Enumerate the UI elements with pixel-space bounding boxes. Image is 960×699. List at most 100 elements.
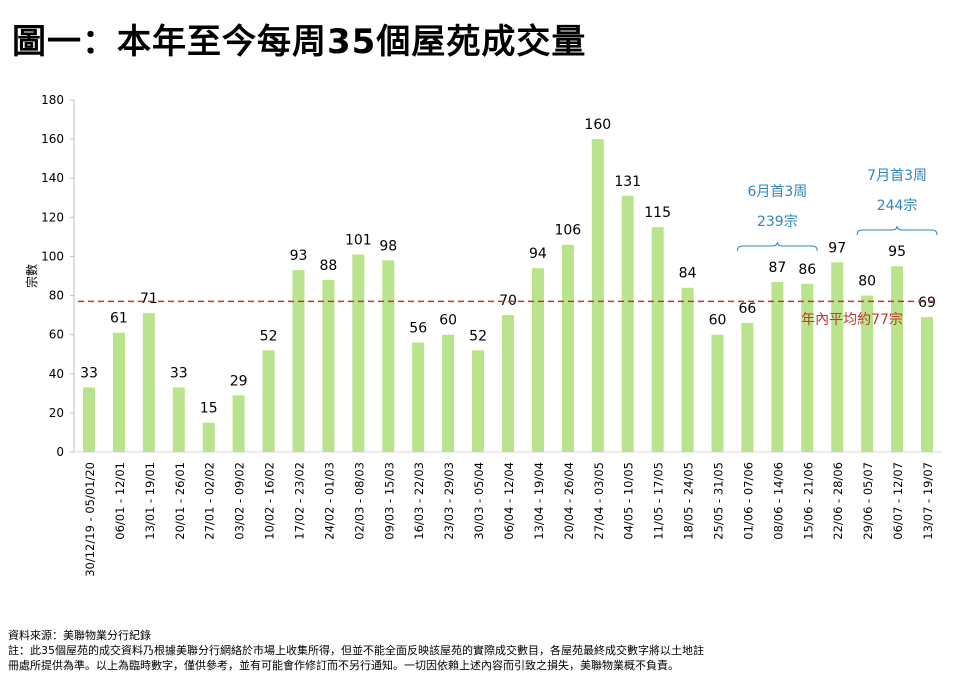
data-label: 52 [469, 328, 487, 344]
x-tick-label: 15/06 - 21/06 [801, 462, 815, 540]
average-label: 年內平均約77宗 [801, 312, 903, 328]
data-label: 52 [260, 328, 278, 344]
y-tick-label: 40 [49, 367, 64, 381]
bar [831, 262, 844, 452]
bar [741, 322, 754, 452]
bar [202, 422, 215, 452]
data-label: 160 [584, 117, 611, 133]
bar [531, 268, 544, 452]
data-label: 88 [320, 258, 338, 274]
bar [621, 195, 634, 453]
x-tick-label: 06/04 - 12/04 [502, 462, 516, 540]
bar [382, 260, 395, 452]
annotation-brace [856, 225, 938, 236]
data-label: 97 [828, 240, 846, 256]
bar [442, 334, 455, 452]
data-label: 101 [345, 232, 372, 248]
data-label: 33 [80, 365, 98, 381]
bar [711, 334, 724, 452]
x-tick-label: 06/07 - 12/07 [891, 462, 905, 540]
x-tick-label: 03/02 - 09/02 [233, 462, 247, 540]
data-label: 15 [200, 401, 218, 417]
bar [172, 387, 185, 452]
data-label: 61 [110, 311, 128, 327]
y-tick-label: 60 [49, 328, 64, 342]
source-note: 資料來源：美聯物業分行紀錄 [8, 629, 151, 642]
y-tick-label: 180 [41, 93, 64, 107]
disclaimer-line-1: 註：此35個屋苑的成交資料乃根據美聯分行網絡於市場上收集所得，但並不能全面反映該… [8, 644, 704, 657]
x-tick-label: 30/12/19 - 05/01/20 [83, 462, 97, 577]
x-tick-label: 09/03 - 15/03 [382, 462, 396, 540]
x-tick-label: 30/03 - 05/04 [472, 462, 486, 540]
bar [262, 350, 275, 452]
bar [83, 387, 95, 452]
data-label: 131 [614, 174, 641, 190]
footnotes: 資料來源：美聯物業分行紀錄 註：此35個屋苑的成交資料乃根據美聯分行網絡於市場上… [8, 628, 948, 673]
bar [142, 313, 155, 452]
bar [681, 287, 694, 452]
x-tick-label: 13/04 - 19/04 [532, 462, 546, 540]
data-label: 71 [140, 291, 158, 307]
data-label: 60 [709, 313, 727, 329]
data-label: 33 [170, 365, 188, 381]
data-label: 29 [230, 373, 248, 389]
annotation-brace [736, 241, 818, 252]
x-tick-label: 16/03 - 22/03 [412, 462, 426, 540]
bar [502, 315, 514, 452]
bar [232, 395, 245, 452]
bar [412, 342, 425, 452]
chart-title: 圖一：本年至今每周35個屋苑成交量 [12, 22, 587, 62]
data-label: 69 [918, 295, 936, 311]
x-tick-label: 13/07 - 19/07 [921, 462, 935, 540]
y-tick-label: 100 [41, 249, 64, 263]
bar [352, 254, 365, 452]
data-label: 94 [529, 246, 547, 262]
x-tick-label: 25/05 - 31/05 [712, 462, 726, 540]
x-tick-label: 22/06 - 28/06 [831, 462, 845, 540]
x-tick-label: 04/05 - 10/05 [622, 462, 636, 540]
data-label: 115 [644, 205, 671, 221]
data-label: 98 [379, 238, 397, 254]
x-tick-label: 23/03 - 29/03 [442, 462, 456, 540]
annotation-label-period: 6月首3周 [747, 184, 807, 200]
disclaimer-line-2: 冊處所提供為準。以上為臨時數字，僅供參考，並有可能會作修訂而不另行通知。一切因依… [8, 659, 679, 672]
x-tick-label: 18/05 - 24/05 [682, 462, 696, 540]
x-tick-label: 06/01 - 12/01 [113, 462, 127, 540]
data-label: 93 [290, 248, 308, 264]
y-tick-label: 140 [41, 171, 64, 185]
x-tick-label: 24/02 - 01/03 [322, 462, 336, 540]
x-tick-label: 02/03 - 08/03 [352, 462, 366, 540]
bar [921, 317, 933, 452]
y-tick-label: 80 [49, 289, 64, 303]
bar [651, 227, 664, 452]
bar [891, 266, 904, 452]
bar [591, 139, 604, 452]
annotation-label-total: 244宗 [877, 198, 918, 214]
data-label: 84 [679, 266, 697, 282]
x-tick-label: 17/02 - 23/02 [293, 462, 307, 540]
bar [861, 295, 874, 452]
data-label: 60 [439, 313, 457, 329]
x-tick-label: 20/04 - 26/04 [562, 462, 576, 540]
x-tick-label: 13/01 - 19/01 [143, 462, 157, 540]
data-label: 86 [798, 262, 816, 278]
x-tick-label: 08/06 - 14/06 [771, 462, 785, 540]
y-tick-label: 20 [49, 406, 64, 420]
bar [112, 332, 125, 452]
bar [322, 279, 335, 452]
data-label: 66 [739, 301, 757, 317]
x-tick-label: 20/01 - 26/01 [173, 462, 187, 540]
y-tick-label: 160 [41, 132, 64, 146]
y-tick-label: 0 [56, 445, 64, 459]
bar [561, 244, 574, 452]
bar [771, 281, 784, 452]
x-tick-label: 27/04 - 03/05 [592, 462, 606, 540]
data-label: 95 [888, 244, 906, 260]
data-label: 80 [858, 274, 876, 290]
y-axis-label: 宗數 [24, 264, 39, 288]
data-label: 56 [409, 320, 427, 336]
bar [472, 350, 485, 452]
data-label: 87 [768, 260, 786, 276]
y-tick-label: 120 [41, 210, 64, 224]
annotation-label-period: 7月首3周 [867, 168, 927, 184]
